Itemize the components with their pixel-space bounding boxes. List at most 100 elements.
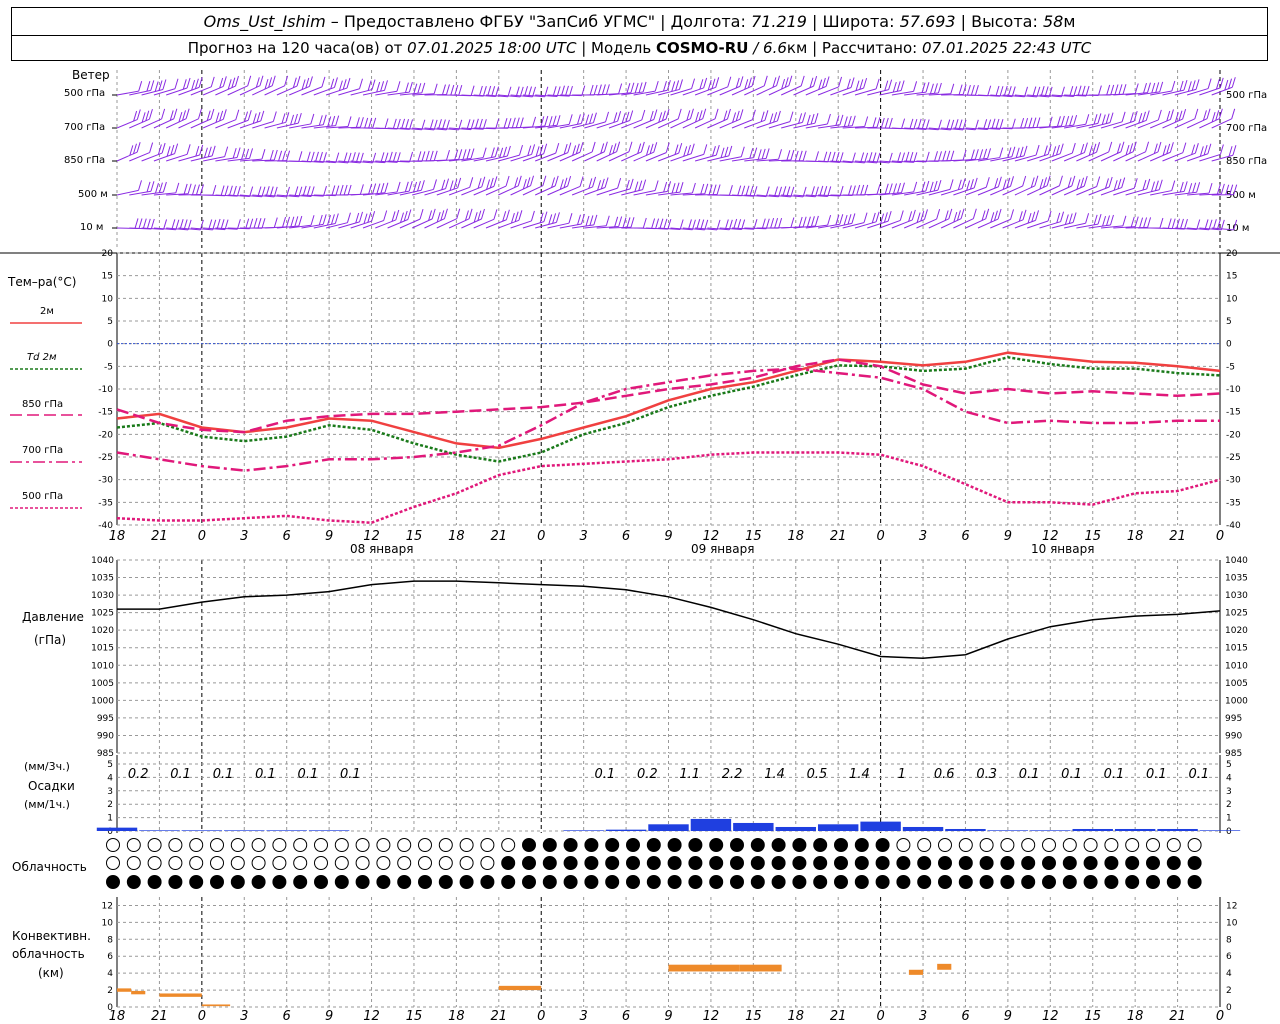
wind-barb xyxy=(1162,118,1183,129)
temp-ytick-right: -10 xyxy=(1226,385,1241,395)
wind-barb-flag xyxy=(235,75,239,87)
conv-cloud-bar xyxy=(117,988,132,992)
wind-barb xyxy=(326,125,349,129)
cloud-cover-symbol xyxy=(605,875,620,889)
cloud-cover-symbol xyxy=(750,875,765,889)
wind-barb-flag xyxy=(1024,118,1029,129)
wind-barb-flag xyxy=(524,86,529,97)
wind-barb-flag xyxy=(333,77,338,88)
wind-barb-flag xyxy=(384,118,389,129)
legend-t2m-label: 2м xyxy=(40,306,54,317)
wind-barb-flag xyxy=(186,77,191,89)
precip-3h-label: 0.1 xyxy=(213,767,234,782)
wind-barb-flag xyxy=(806,114,811,126)
wind-barb-flag xyxy=(665,142,670,153)
time-tick-label-bottom: 0 xyxy=(198,1009,206,1024)
wind-barb-flag xyxy=(364,117,369,129)
cloud-cover-symbol xyxy=(501,875,516,889)
wind-barb-flag xyxy=(707,79,712,91)
cloud-cover-symbol xyxy=(813,875,828,889)
wind-barb-flag xyxy=(510,212,515,224)
wind-barb-flag xyxy=(1114,84,1119,95)
t500-line xyxy=(116,451,1221,524)
wind-barb-flag xyxy=(1233,184,1238,195)
wind-barb-flag xyxy=(264,78,269,90)
cloud-cover-symbol xyxy=(1062,838,1077,852)
wind-barb-flag xyxy=(1151,82,1156,94)
precip-3h-label: 0.5 xyxy=(807,767,828,782)
wind-barb-flag xyxy=(457,177,462,189)
wind-barb-flag xyxy=(921,181,926,192)
wind-barb-flag xyxy=(875,211,880,222)
wind-barb xyxy=(608,151,630,162)
header-row-2: Прогноз на 120 часа(ов) от 07.01.2025 18… xyxy=(12,35,1267,61)
wind-barb xyxy=(658,227,681,230)
wind-barb-flag xyxy=(592,112,597,123)
wind-barb-flag xyxy=(1166,143,1171,154)
wind-barb-flag xyxy=(450,84,455,96)
cloud-cover-symbol xyxy=(314,875,328,889)
wind-barb-flag xyxy=(593,84,598,96)
wind-barb xyxy=(596,93,619,96)
time-tick-label-bottom: 12 xyxy=(1042,1009,1059,1024)
wind-barb-flag xyxy=(257,186,262,197)
wind-barb-flag xyxy=(247,110,252,121)
wind-barb-flag xyxy=(454,84,459,96)
wind-barb xyxy=(116,90,139,96)
cloud-cover-symbol xyxy=(1125,856,1140,870)
wind-barb-flag xyxy=(774,217,779,229)
wind-barb-flag xyxy=(626,217,631,228)
wind-barb-flag xyxy=(269,150,274,161)
wind-barb-flag xyxy=(616,141,621,152)
wind-barb-flag xyxy=(281,113,286,124)
wind-barb-flag xyxy=(835,151,840,163)
wind-barb-flag xyxy=(228,185,233,196)
wind-barb xyxy=(805,123,828,129)
wind-barb-flag xyxy=(257,218,262,229)
wind-barb-flag xyxy=(905,151,910,162)
precip-bar xyxy=(817,824,859,831)
wind-barb xyxy=(842,222,865,229)
wind-barb-flag xyxy=(1011,146,1016,157)
wind-barb-flag xyxy=(470,85,475,96)
wind-barb-flag xyxy=(1069,115,1074,126)
cloud-cover-symbol xyxy=(1083,838,1098,852)
wind-level-right: 10 м xyxy=(1226,223,1249,234)
cloud-cover-symbol xyxy=(1166,875,1181,889)
time-tick-label: 6 xyxy=(283,529,291,544)
wind-barb-flag xyxy=(310,215,315,226)
wind-barb-flag xyxy=(446,84,450,95)
wind-barb-flag xyxy=(458,119,463,130)
wind-barb-flag xyxy=(1048,116,1053,127)
header-row-1: Oms_Ust_Ishim – Предоставлено ФГБУ "ЗапС… xyxy=(12,8,1267,36)
wind-barb-flag xyxy=(622,217,627,228)
cloud-cover-symbol xyxy=(958,875,973,889)
wind-barb-flag xyxy=(489,177,494,189)
wind-barb-flag xyxy=(942,150,947,161)
wind-barb-flag xyxy=(794,150,799,161)
cloud-cover-symbol xyxy=(272,856,287,870)
wind-barb-flag xyxy=(334,213,339,224)
wind-barb-flag xyxy=(589,215,594,226)
wind-barb-flag xyxy=(1171,80,1176,92)
wind-barb-flag xyxy=(179,219,184,230)
wind-barb-flag xyxy=(207,146,212,157)
wind-barb-flag xyxy=(1208,219,1213,230)
wind-barb xyxy=(1113,151,1134,162)
wind-barb-flag xyxy=(703,77,708,89)
wind-barb-flag xyxy=(741,185,746,196)
wind-barb xyxy=(510,220,532,229)
wind-barb-flag xyxy=(929,181,934,193)
wind-barb-flag xyxy=(618,216,623,227)
temp-ytick-left: -15 xyxy=(98,408,113,418)
precip-bar xyxy=(945,828,986,831)
wind-barb-flag xyxy=(464,210,469,221)
conv-ytick-right: 0 xyxy=(1226,1003,1232,1013)
time-tick-label: 15 xyxy=(406,529,423,544)
wind-barb-flag xyxy=(359,184,364,195)
wind-barb-flag xyxy=(1231,108,1236,119)
wind-barb-flag xyxy=(1068,213,1073,224)
wind-barb xyxy=(227,85,248,96)
cloud-cover-symbol xyxy=(542,838,557,852)
time-tick-label-bottom: 3 xyxy=(919,1009,927,1024)
